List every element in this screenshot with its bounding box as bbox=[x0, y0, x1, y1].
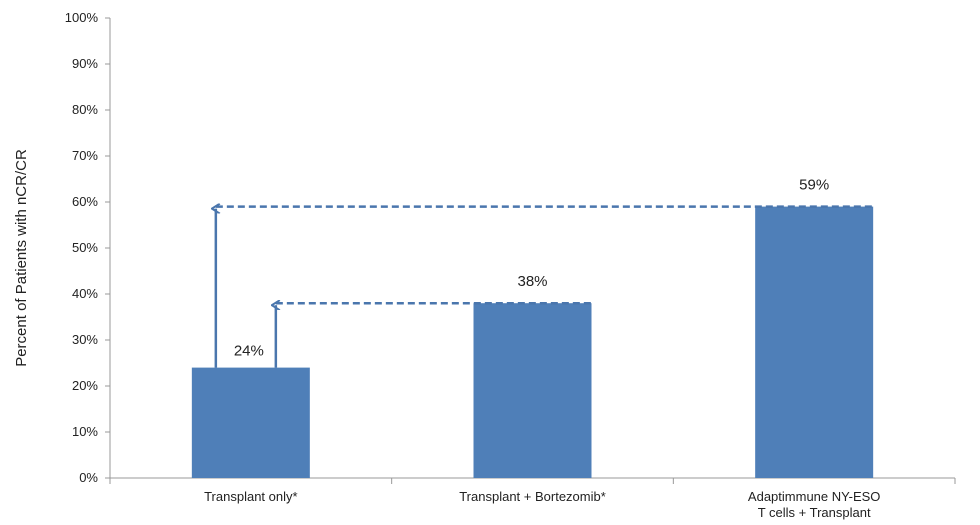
y-tick-label: 10% bbox=[72, 424, 98, 439]
bar-value-label: 38% bbox=[517, 273, 547, 290]
bar bbox=[473, 303, 592, 478]
x-axis: Transplant only* Transplant + Bortezomib*… bbox=[109, 477, 956, 520]
y-axis-title: Percent of Patients with nCR/CR bbox=[13, 149, 30, 367]
y-tick-label: 30% bbox=[72, 332, 98, 347]
y-tick-label: 80% bbox=[72, 102, 98, 117]
y-tick-label: 90% bbox=[72, 56, 98, 71]
y-axis: 0% 10% 20% 30% 40% 50% 60% 70% 80% 90% 100% bbox=[65, 10, 111, 485]
x-category-label: Transplant + Bortezomib* bbox=[459, 489, 606, 504]
bar-value-label: 59% bbox=[799, 177, 829, 194]
y-tick-label: 40% bbox=[72, 286, 98, 301]
y-tick-label: 50% bbox=[72, 240, 98, 255]
bars bbox=[191, 206, 874, 478]
annotations bbox=[216, 207, 874, 368]
x-category-label: Adaptimmune NY-ESO T cells + Transplant bbox=[748, 489, 880, 520]
y-tick-label: 70% bbox=[72, 148, 98, 163]
bar-value-label: 24% bbox=[234, 343, 264, 360]
bar bbox=[191, 367, 310, 478]
x-category-label: Transplant only* bbox=[204, 489, 297, 504]
bar bbox=[755, 206, 874, 478]
data-labels: 24% 38% 59% bbox=[234, 177, 829, 360]
y-tick-label: 0% bbox=[79, 470, 98, 485]
y-tick-label: 20% bbox=[72, 378, 98, 393]
y-tick-label: 100% bbox=[65, 10, 99, 25]
y-tick-label: 60% bbox=[72, 194, 98, 209]
